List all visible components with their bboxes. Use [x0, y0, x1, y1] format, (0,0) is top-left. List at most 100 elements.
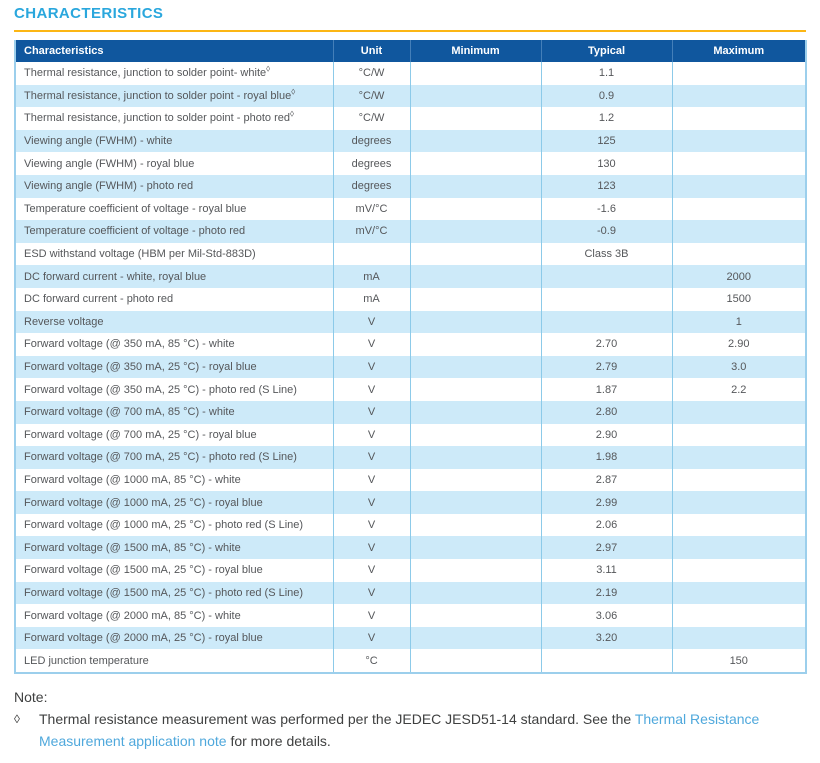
- typical-cell: Class 3B: [541, 242, 673, 266]
- typical-cell: -0.9: [541, 220, 673, 243]
- unit-cell: V: [333, 310, 411, 334]
- unit-cell: V: [333, 468, 411, 492]
- minimum-cell: [410, 468, 542, 492]
- characteristic-cell: Viewing angle (FWHM) - photo red: [16, 174, 334, 198]
- table-row: Forward voltage (@ 2000 mA, 25 °C) - roy…: [16, 626, 805, 650]
- maximum-cell: [672, 582, 805, 605]
- typical-cell: 2.79: [541, 355, 673, 379]
- minimum-cell: [410, 287, 542, 311]
- column-header-typical: Typical: [541, 40, 673, 62]
- note-text-post: for more details.: [226, 733, 331, 750]
- typical-cell: [541, 310, 673, 334]
- maximum-cell: [672, 85, 805, 108]
- thermal-resistance-application-note-link[interactable]: Thermal Resistance Measurement applicati…: [39, 711, 760, 750]
- minimum-cell: [410, 220, 542, 243]
- characteristic-cell: Thermal resistance, junction to solder p…: [16, 107, 334, 130]
- table-row: Viewing angle (FWHM) - royal blue degrees…: [16, 152, 805, 175]
- maximum-cell: [672, 627, 805, 650]
- unit-cell: V: [333, 423, 411, 447]
- table-row: Viewing angle (FWHM) - white degrees 125: [16, 129, 805, 153]
- maximum-cell: [672, 220, 805, 243]
- table-header: Characteristics Unit Minimum Typical Max…: [16, 40, 805, 62]
- maximum-cell: [672, 198, 805, 221]
- table-body: Thermal resistance, junction to solder p…: [16, 62, 805, 673]
- column-header-maximum: Maximum: [672, 40, 805, 62]
- table-row: Forward voltage (@ 1500 mA, 25 °C) - pho…: [16, 581, 805, 605]
- unit-cell: V: [333, 446, 411, 469]
- maximum-cell: [672, 152, 805, 175]
- table-row: Forward voltage (@ 700 mA, 25 °C) - phot…: [16, 446, 805, 469]
- maximum-cell: 2000: [726, 270, 751, 283]
- maximum-cell: 1: [735, 315, 742, 328]
- table-row: Forward voltage (@ 350 mA, 25 °C) - phot…: [16, 378, 805, 401]
- unit-cell: V: [333, 400, 411, 424]
- minimum-cell: [410, 265, 542, 288]
- typical-cell: [541, 649, 673, 673]
- minimum-cell: [410, 310, 542, 334]
- unit-cell: °C/W: [333, 62, 411, 85]
- characteristic-cell: Thermal resistance, junction to solder p…: [16, 62, 334, 85]
- unit-cell: V: [333, 559, 411, 582]
- maximum-cell: 2.2: [731, 383, 747, 396]
- unit-cell: degrees: [333, 174, 411, 198]
- table-row: Viewing angle (FWHM) - photo red degrees 1…: [16, 174, 805, 198]
- maximum-cell: [672, 424, 805, 447]
- maximum-cell: 3.0: [731, 361, 747, 374]
- characteristic-cell: Forward voltage (@ 700 mA, 85 °C) - whit…: [16, 400, 334, 424]
- typical-cell: 125: [541, 129, 673, 153]
- maximum-cell: [672, 107, 805, 130]
- page-title: CHARACTERISTICS: [14, 5, 164, 22]
- maximum-cell: 1500: [726, 293, 751, 306]
- characteristic-cell: LED junction temperature: [16, 649, 334, 673]
- table-row: LED junction temperature °C 150: [16, 649, 805, 673]
- unit-cell: V: [333, 626, 411, 650]
- minimum-cell: [410, 333, 542, 356]
- table-row: Forward voltage (@ 1500 mA, 85 °C) - whi…: [16, 536, 805, 560]
- characteristic-cell: Forward voltage (@ 1000 mA, 25 °C) - pho…: [16, 513, 334, 537]
- unit-cell: V: [333, 513, 411, 537]
- title-underline: [14, 30, 806, 32]
- footnote-diamond-marker: ◊: [289, 109, 294, 119]
- characteristic-cell: Forward voltage (@ 1000 mA, 85 °C) - whi…: [16, 468, 334, 492]
- typical-cell: 2.06: [541, 513, 673, 537]
- minimum-cell: [410, 197, 542, 221]
- table-row: Forward voltage (@ 700 mA, 25 °C) - roya…: [16, 423, 805, 447]
- table-row: ESD withstand voltage (HBM per Mil-Std-8…: [16, 242, 805, 266]
- typical-cell: 2.90: [541, 423, 673, 447]
- unit-cell: degrees: [333, 152, 411, 175]
- maximum-cell: [672, 469, 805, 492]
- unit-cell: mA: [333, 287, 411, 311]
- typical-cell: 3.11: [541, 559, 673, 582]
- minimum-cell: [410, 423, 542, 447]
- table-row: Forward voltage (@ 2000 mA, 85 °C) - whi…: [16, 604, 805, 627]
- maximum-cell: [672, 536, 805, 559]
- typical-cell: 1.87: [541, 378, 673, 401]
- maximum-cell: 150: [729, 654, 748, 667]
- characteristic-cell: Forward voltage (@ 2000 mA, 25 °C) - roy…: [16, 626, 334, 650]
- unit-cell: V: [333, 604, 411, 627]
- maximum-cell: [672, 401, 805, 424]
- minimum-cell: [410, 129, 542, 153]
- typical-cell: -1.6: [541, 197, 673, 221]
- minimum-cell: [410, 536, 542, 560]
- minimum-cell: [410, 355, 542, 379]
- characteristic-cell: ESD withstand voltage (HBM per Mil-Std-8…: [16, 242, 334, 266]
- table-row: Forward voltage (@ 350 mA, 85 °C) - whit…: [16, 333, 805, 356]
- characteristic-cell: Temperature coefficient of voltage - pho…: [16, 220, 334, 243]
- typical-cell: [541, 287, 673, 311]
- minimum-cell: [410, 649, 542, 673]
- diamond-bullet-icon: ◊: [14, 712, 20, 727]
- footnote-diamond-marker: ◊: [291, 87, 296, 97]
- minimum-cell: [410, 400, 542, 424]
- unit-cell: mV/°C: [333, 197, 411, 221]
- typical-cell: 1.2: [541, 107, 673, 130]
- minimum-cell: [410, 559, 542, 582]
- maximum-cell: [672, 491, 805, 514]
- typical-cell: 3.20: [541, 626, 673, 650]
- table-row: Forward voltage (@ 700 mA, 85 °C) - whit…: [16, 400, 805, 424]
- typical-cell: 2.97: [541, 536, 673, 560]
- unit-cell: °C/W: [333, 107, 411, 130]
- unit-cell: V: [333, 378, 411, 401]
- maximum-cell: [672, 446, 805, 469]
